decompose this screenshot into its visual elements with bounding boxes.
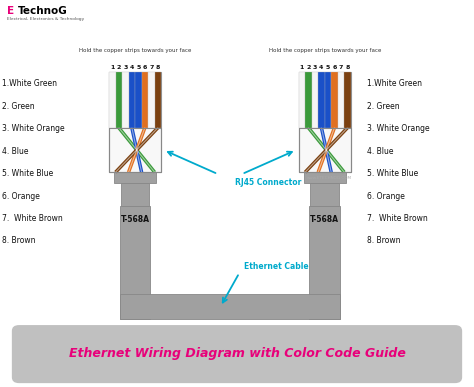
Bar <box>122 72 128 128</box>
Bar <box>337 72 344 128</box>
Text: Ethernet Wiring Diagram with Color Code Guide: Ethernet Wiring Diagram with Color Code … <box>69 347 405 360</box>
Text: E: E <box>7 6 14 16</box>
Bar <box>109 72 116 128</box>
Text: www.ETECHNOG.COM: www.ETECHNOG.COM <box>307 176 352 180</box>
Bar <box>155 72 161 128</box>
Bar <box>128 72 135 128</box>
Text: 2: 2 <box>306 65 310 70</box>
Bar <box>304 172 346 183</box>
Bar <box>299 72 351 128</box>
Text: TechnoG: TechnoG <box>18 6 68 16</box>
Bar <box>114 172 156 183</box>
Bar <box>121 183 149 206</box>
Text: 1.White Green: 1.White Green <box>2 79 57 88</box>
Text: Hold the copper strips towards your face: Hold the copper strips towards your face <box>268 48 381 53</box>
Bar <box>305 72 312 128</box>
Bar <box>299 72 351 172</box>
Text: 4. Blue: 4. Blue <box>367 147 394 156</box>
Bar <box>119 294 340 319</box>
Text: 7: 7 <box>339 65 343 70</box>
Text: 7.  White Brown: 7. White Brown <box>367 214 428 223</box>
Text: 6: 6 <box>143 65 147 70</box>
Text: RJ45 Connector: RJ45 Connector <box>235 178 301 187</box>
Text: 7: 7 <box>149 65 154 70</box>
Text: 1.White Green: 1.White Green <box>367 79 422 88</box>
Text: 1: 1 <box>300 65 304 70</box>
Text: 4: 4 <box>130 65 134 70</box>
Bar <box>119 206 150 319</box>
Bar <box>331 72 337 128</box>
Text: 5: 5 <box>326 65 330 70</box>
FancyBboxPatch shape <box>12 325 462 383</box>
Text: 8: 8 <box>346 65 350 70</box>
Text: Electrical, Electronics & Technology: Electrical, Electronics & Technology <box>7 17 84 21</box>
Bar <box>310 183 339 206</box>
Text: 2. Green: 2. Green <box>2 102 35 111</box>
Bar <box>309 206 340 319</box>
Text: 6. Orange: 6. Orange <box>367 192 405 200</box>
Text: 5: 5 <box>136 65 140 70</box>
Text: 7.  White Brown: 7. White Brown <box>2 214 63 223</box>
Text: 8. Brown: 8. Brown <box>2 236 36 245</box>
Text: T-568A: T-568A <box>310 215 339 224</box>
Text: 2. Green: 2. Green <box>367 102 400 111</box>
Bar <box>311 72 318 128</box>
Text: 5. White Blue: 5. White Blue <box>367 169 419 178</box>
Text: 4: 4 <box>319 65 324 70</box>
Bar <box>148 72 155 128</box>
Bar <box>325 72 331 128</box>
Bar <box>344 72 351 128</box>
Bar <box>299 72 305 128</box>
Bar <box>109 128 161 172</box>
Text: T-568A: T-568A <box>120 215 150 224</box>
Text: 6. Orange: 6. Orange <box>2 192 40 200</box>
Bar <box>109 72 161 172</box>
Text: 5. White Blue: 5. White Blue <box>2 169 54 178</box>
Bar <box>109 72 161 128</box>
Text: 3. White Orange: 3. White Orange <box>2 124 65 133</box>
Text: Ethernet Cable: Ethernet Cable <box>244 262 309 271</box>
Bar <box>116 72 122 128</box>
Text: 3: 3 <box>123 65 128 70</box>
Text: 3. White Orange: 3. White Orange <box>367 124 430 133</box>
Text: 3: 3 <box>313 65 317 70</box>
Bar <box>142 72 148 128</box>
Text: 8: 8 <box>156 65 160 70</box>
Text: 4. Blue: 4. Blue <box>2 147 29 156</box>
Text: 6: 6 <box>332 65 337 70</box>
Bar <box>299 128 351 172</box>
Text: 8. Brown: 8. Brown <box>367 236 401 245</box>
Bar <box>135 72 142 128</box>
Text: 2: 2 <box>117 65 121 70</box>
Text: 1: 1 <box>110 65 114 70</box>
Text: Hold the copper strips towards your face: Hold the copper strips towards your face <box>79 48 191 53</box>
Bar <box>318 72 325 128</box>
